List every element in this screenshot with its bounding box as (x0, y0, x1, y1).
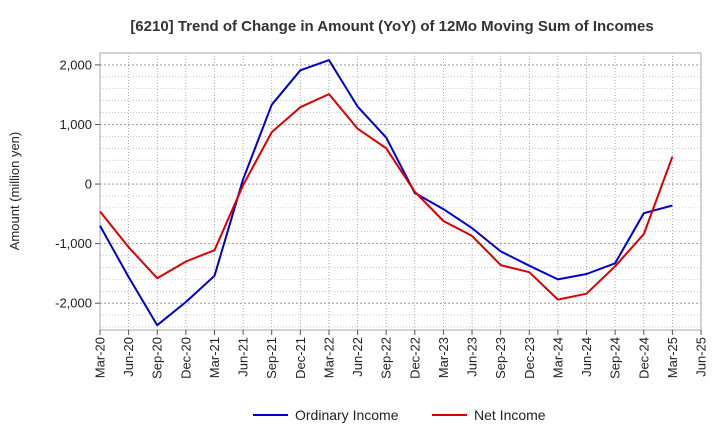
y-axis-label: Amount (million yen) (7, 132, 22, 251)
plot-frame (99, 52, 702, 331)
y-tick-label: -2,000 (55, 296, 92, 311)
x-tick-label: Mar-25 (665, 337, 680, 378)
x-tick-label: Sep-20 (150, 337, 165, 379)
x-tick-label: Jun-21 (236, 337, 251, 377)
x-tick-label: Jun-22 (350, 337, 365, 377)
y-tick-label: -1,000 (55, 236, 92, 251)
x-tick-label: Jun-24 (579, 337, 594, 377)
x-tick-label: Dec-24 (636, 337, 651, 379)
y-tick-label: 1,000 (59, 117, 92, 132)
legend: Ordinary Income Net Income (253, 407, 546, 423)
x-tick-label: Dec-20 (178, 337, 193, 379)
x-axis-ticks: Mar-20 Jun-20 Sep-20 Dec-20 Mar-21 Jun-21 Sep-… (93, 330, 709, 379)
x-tick-label: Mar-20 (93, 337, 108, 378)
legend-label-net-income: Net Income (474, 407, 546, 423)
y-tick-label: 2,000 (59, 57, 92, 72)
x-tick-label: Sep-21 (264, 337, 279, 379)
x-tick-label: Dec-21 (293, 337, 308, 379)
series-lines (99, 59, 674, 327)
x-tick-label: Jun-23 (465, 337, 480, 377)
series-line-ordinary-income (99, 59, 673, 327)
y-tick-label: 0 (85, 177, 92, 192)
x-tick-label: Jun-20 (121, 337, 136, 377)
x-tick-label: Sep-24 (608, 337, 623, 379)
x-tick-label: Dec-22 (407, 337, 422, 379)
chart-title: [6210] Trend of Change in Amount (YoY) o… (130, 18, 653, 35)
y-axis-ticks: 2,000 1,000 0 -1,000 -2,000 (55, 57, 100, 311)
x-tick-label: Mar-23 (436, 337, 451, 378)
legend-label-ordinary-income: Ordinary Income (295, 407, 399, 423)
x-tick-label: Sep-22 (379, 337, 394, 379)
x-tick-label: Mar-24 (550, 337, 565, 378)
x-tick-label: Dec-23 (522, 337, 537, 379)
x-tick-label: Mar-21 (207, 337, 222, 378)
x-tick-label: Sep-23 (493, 337, 508, 379)
x-tick-label: Jun-25 (694, 337, 709, 377)
x-tick-label: Mar-22 (321, 337, 336, 378)
grid (99, 52, 702, 330)
series-line-net-income (99, 93, 674, 301)
